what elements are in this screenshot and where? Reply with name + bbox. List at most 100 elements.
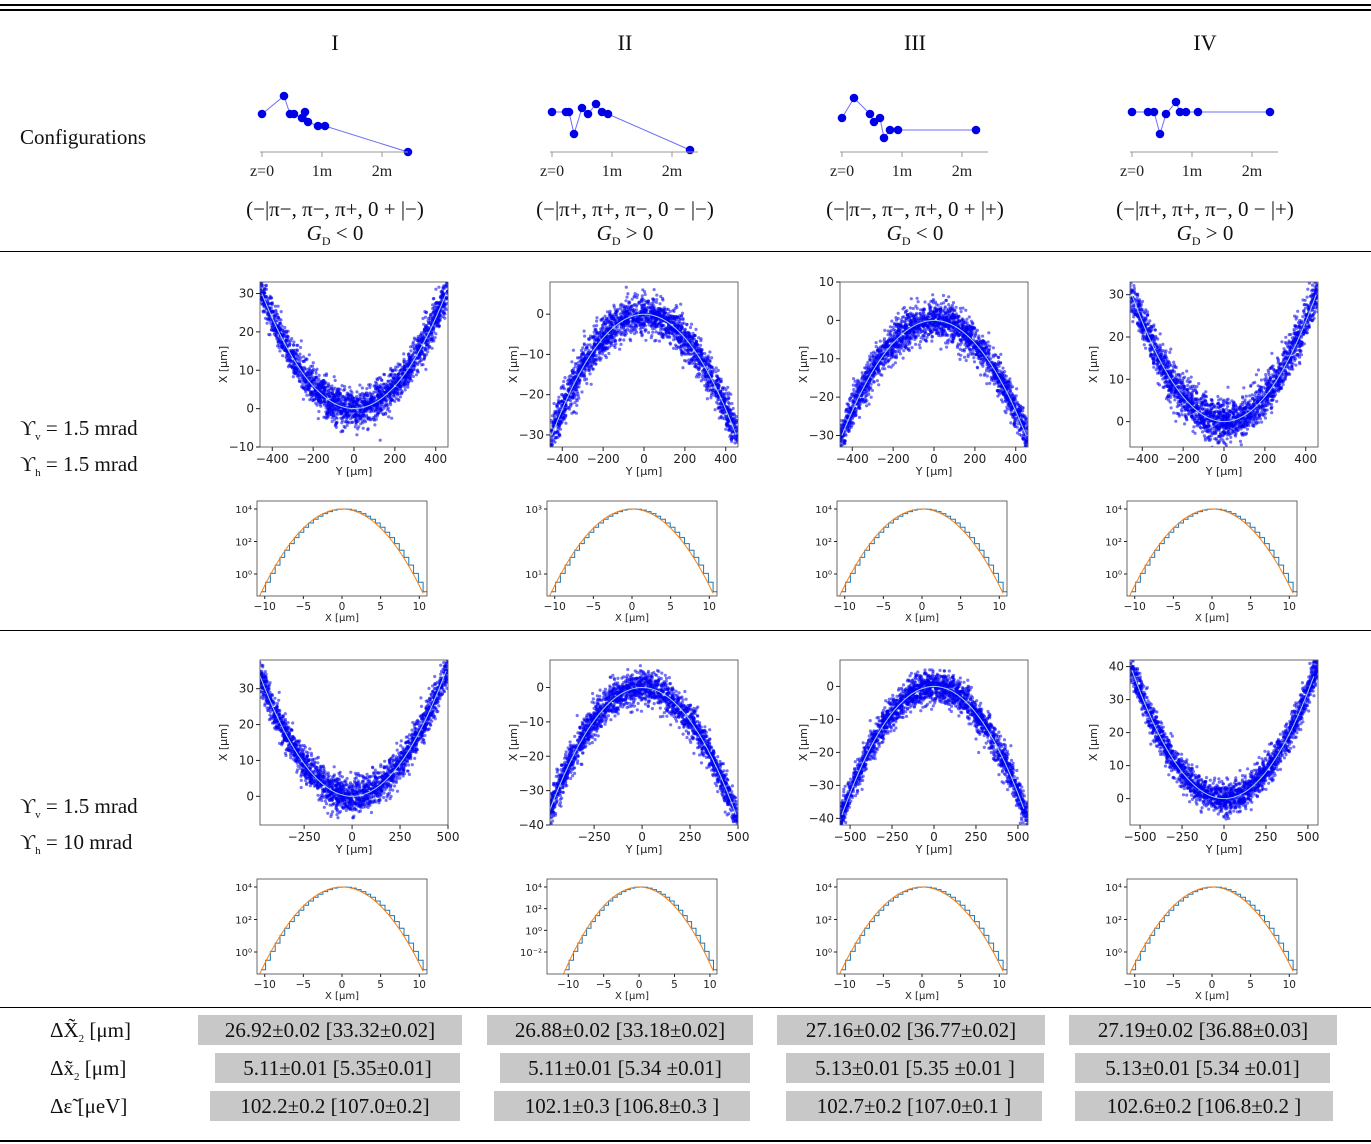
scatter-point <box>315 367 319 371</box>
scatter-point <box>618 312 622 316</box>
scatter-point <box>717 384 721 388</box>
scatter-point <box>313 378 317 382</box>
element-dot-5 <box>1171 97 1181 107</box>
scatter-point <box>397 398 401 402</box>
scatter-point <box>651 327 655 331</box>
scatter-point <box>339 400 343 404</box>
scatter-point <box>411 342 415 346</box>
element-dot-4 <box>1161 109 1171 119</box>
scatter-point <box>678 341 682 345</box>
scatter-point <box>573 388 577 392</box>
scatter-point <box>406 385 410 389</box>
scatter-point <box>279 310 283 314</box>
scatter-point <box>298 345 303 350</box>
scatter-point <box>618 307 622 311</box>
scatter-point <box>668 342 673 346</box>
scatter-point <box>574 397 578 401</box>
configuration-diagram-i: z=0 1m 2m <box>250 91 413 180</box>
scatter-point <box>725 422 729 426</box>
scatter-point <box>360 391 364 395</box>
scatter-point <box>580 390 584 394</box>
scatter-point <box>639 303 644 307</box>
scatter-point <box>706 354 710 358</box>
scatter-point <box>679 347 683 352</box>
scatter-point <box>330 391 335 395</box>
scatter-point <box>343 384 347 389</box>
scatter-point <box>574 370 578 375</box>
scatter-point <box>389 374 393 378</box>
scatter-point <box>434 287 438 291</box>
element-dot-1 <box>849 93 859 103</box>
scatter-point <box>356 400 360 404</box>
scatter-point <box>303 372 307 376</box>
scatter-point <box>366 428 370 432</box>
scatter-point <box>714 374 719 378</box>
scatter-point <box>582 329 586 333</box>
scatter-point <box>285 356 289 360</box>
scatter-point <box>260 282 263 286</box>
x-tick-label-1: −200 <box>587 452 620 466</box>
scatter-point <box>560 420 564 424</box>
scatter-point <box>330 384 334 388</box>
scatter-point <box>349 394 353 398</box>
scatter-point <box>603 314 607 318</box>
scatter-point <box>589 382 593 386</box>
scatter-point <box>555 430 559 434</box>
scatter-point <box>292 343 296 347</box>
scatter-point <box>365 387 369 391</box>
scatter-point <box>378 400 382 404</box>
scatter-point <box>260 276 263 279</box>
scatter-point <box>611 315 616 319</box>
scatter-point <box>594 362 598 366</box>
x-tick-label-2: 0 <box>640 452 648 466</box>
scatter-point <box>426 343 430 347</box>
scatter-point <box>391 398 395 402</box>
scatter-point <box>640 294 644 298</box>
scatter-point <box>298 358 302 362</box>
scatter-point <box>624 285 628 289</box>
scatter-point <box>355 433 359 437</box>
scatter-point <box>685 323 689 327</box>
element-dot-8 <box>971 125 981 135</box>
scatter-point <box>290 349 295 353</box>
y-tick-label-1: −10 <box>519 347 544 361</box>
scatter-point <box>395 390 400 394</box>
scatter-point <box>334 409 339 413</box>
scatter-point <box>400 372 404 376</box>
scatter-point <box>595 338 599 342</box>
scatter-point <box>1003 409 1007 413</box>
scatter-point <box>714 379 718 383</box>
scatter-point <box>347 414 351 418</box>
scatter-point <box>654 300 659 304</box>
scatter-point <box>687 352 691 356</box>
element-dot-0 <box>1127 107 1137 117</box>
scatter-point <box>640 306 644 310</box>
z-tick-label-0: z=0 <box>1120 163 1144 180</box>
scatter-point <box>637 323 641 327</box>
scatter-point <box>716 402 720 406</box>
scatter-point <box>560 385 564 389</box>
scatter-point <box>304 390 308 394</box>
scatter-point <box>269 328 273 332</box>
scatter-point <box>619 333 623 337</box>
scatter-point <box>377 376 381 380</box>
scatter-point <box>358 392 362 396</box>
scatter-point <box>735 429 738 433</box>
y-tick-label-3: 20 <box>239 325 254 339</box>
scatter-point <box>342 414 346 418</box>
scatter-point <box>402 364 406 369</box>
scatter-point <box>717 388 721 393</box>
scatter-point <box>320 385 324 389</box>
z-tick-label-2: 2m <box>1242 163 1263 180</box>
scatter-point <box>690 361 694 365</box>
scatter-point <box>839 448 842 451</box>
scatter-point <box>573 365 577 369</box>
scatter-point <box>612 344 616 348</box>
scatter-point <box>395 376 399 380</box>
element-dot-1 <box>279 91 289 101</box>
element-dot-2 <box>865 109 875 119</box>
scatter-point <box>640 317 644 321</box>
scatter-point <box>658 302 662 306</box>
scatter-point <box>596 331 600 335</box>
